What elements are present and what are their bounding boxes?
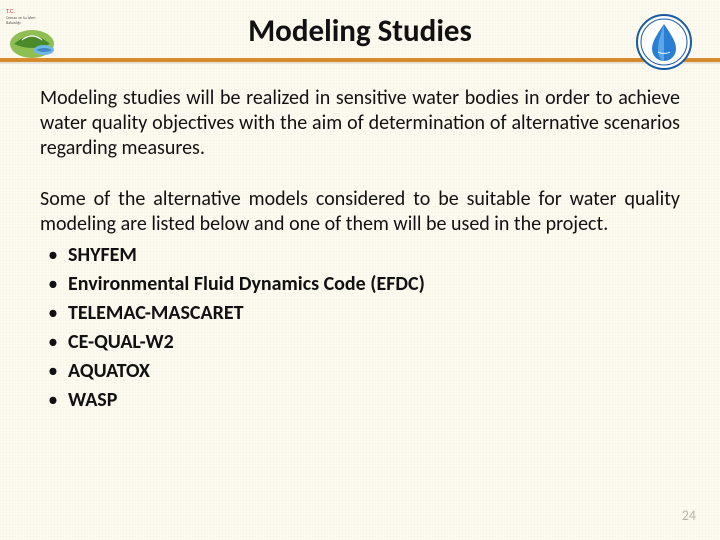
slide: T.C. Orman ve Su İşleri Bakanlığı Modeli… [0,0,720,540]
list-item: CE-QUAL-W2 [40,328,680,357]
svg-text:T.C.: T.C. [6,9,15,15]
water-management-logo [636,14,692,70]
list-item: Environmental Fluid Dynamics Code (EFDC) [40,270,680,299]
page-number: 24 [682,507,696,524]
ministry-logo: T.C. Orman ve Su İşleri Bakanlığı [4,4,66,62]
list-item: AQUATOX [40,357,680,386]
list-item: TELEMAC-MASCARET [40,299,680,328]
model-list: SHYFEM Environmental Fluid Dynamics Code… [40,241,680,415]
list-item: SHYFEM [40,241,680,270]
slide-title: Modeling Studies [0,0,720,56]
intro-paragraph-1: Modeling studies will be realized in sen… [40,86,680,161]
intro-paragraph-2: Some of the alternative models considere… [40,187,680,237]
slide-body: Modeling studies will be realized in sen… [0,64,720,415]
svg-text:Bakanlığı: Bakanlığı [6,21,21,26]
list-item: WASP [40,386,680,415]
